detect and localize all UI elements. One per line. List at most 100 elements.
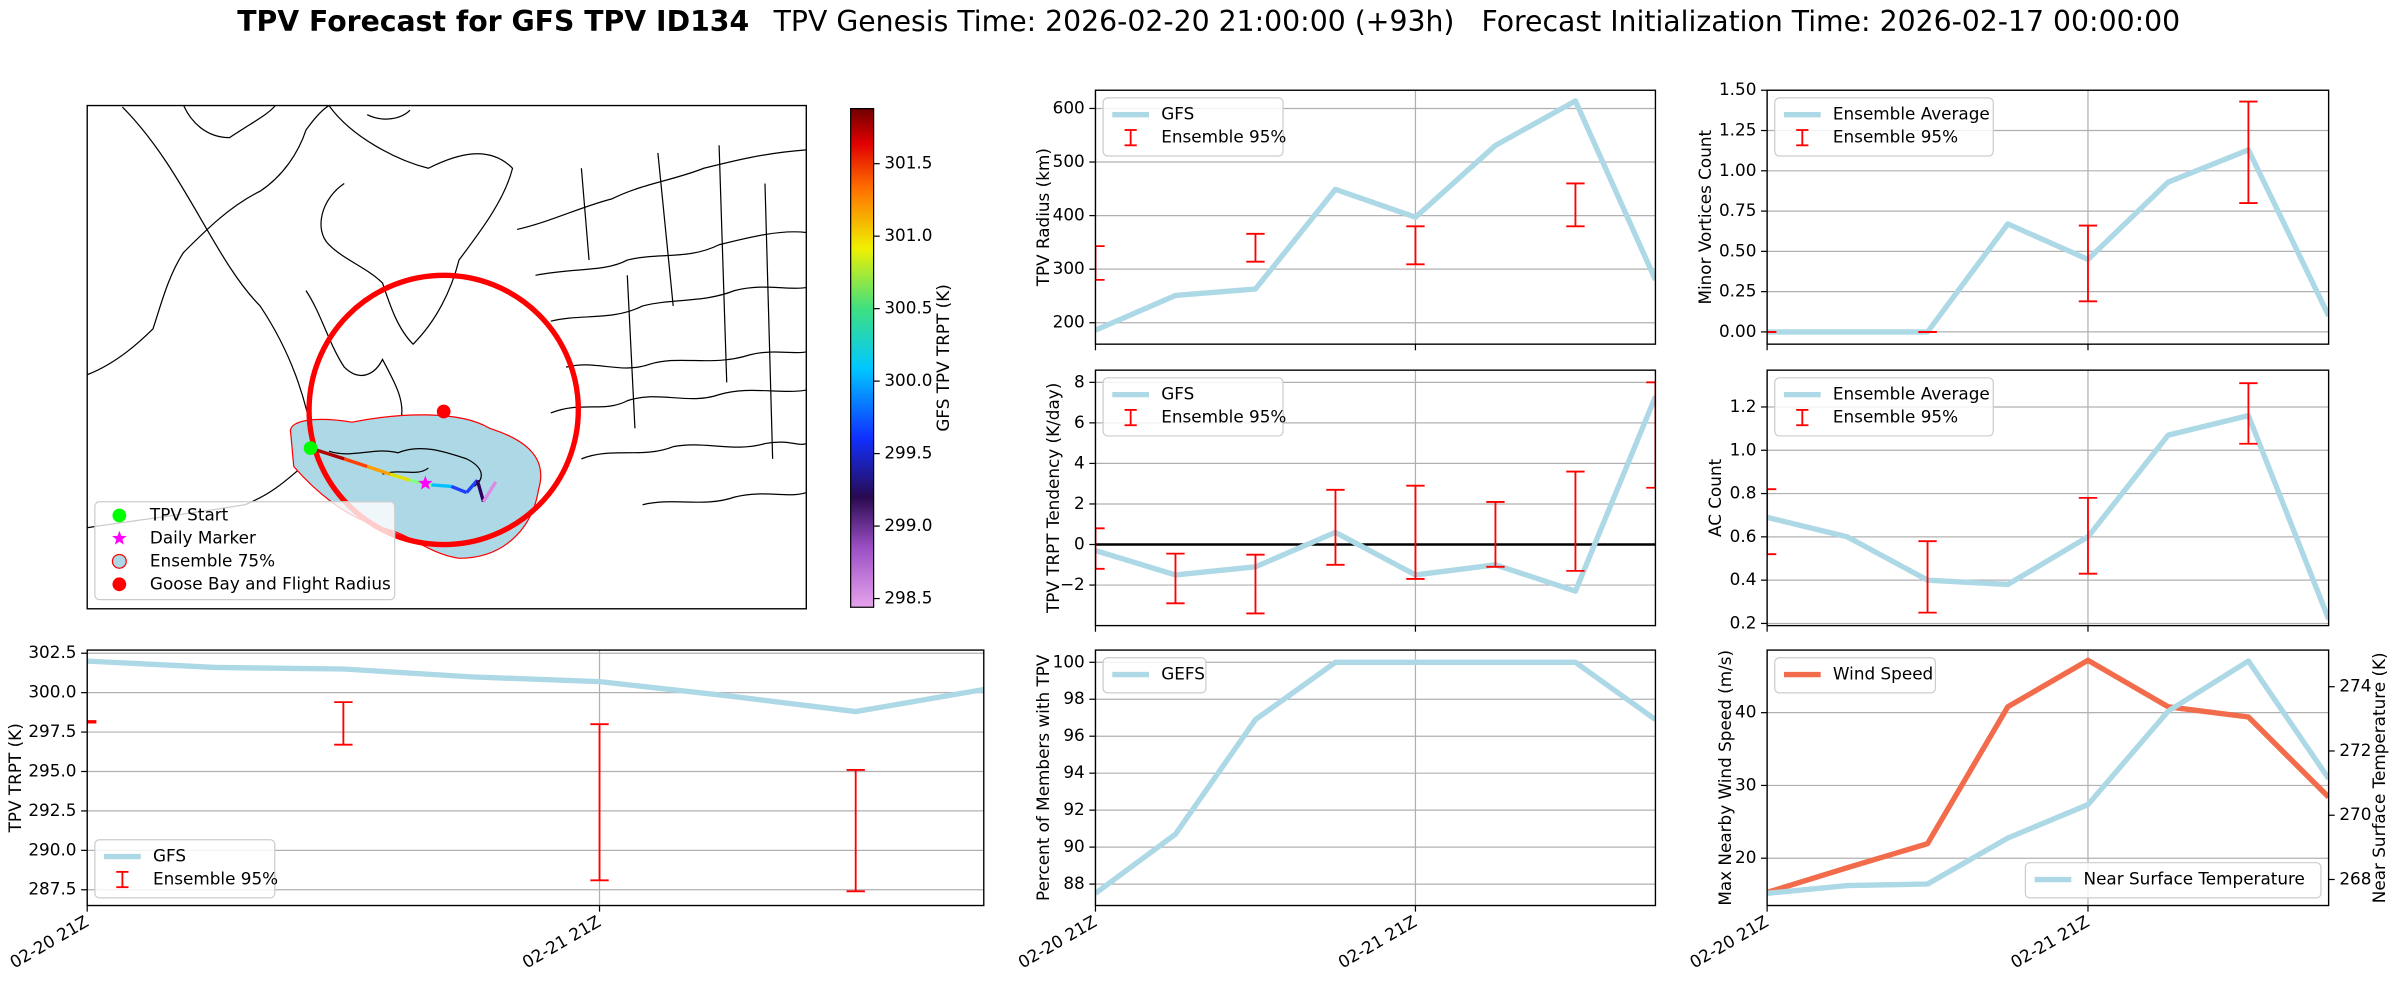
axes-frame — [1094, 89, 1657, 345]
y2-tick-label: 272 — [2339, 740, 2371, 760]
y-tick-label: 302.5 — [28, 642, 76, 662]
legend-marker — [112, 508, 127, 523]
colorbar-tick-label: 300.0 — [884, 370, 932, 390]
legend-marker — [111, 553, 127, 569]
y-tick-label: 0.75 — [1719, 200, 1756, 220]
legend-marker — [112, 530, 127, 545]
legend-label: Ensemble Average — [1833, 384, 1990, 404]
legend-label: GFS — [153, 846, 186, 866]
x-tick-label: 02-20 21Z — [6, 911, 91, 972]
y2-tick-label: 274 — [2339, 676, 2371, 696]
axes-frame — [1766, 369, 2330, 627]
legend-label: Ensemble 95% — [153, 869, 278, 889]
y-tick-label: 4 — [1074, 452, 1085, 472]
legend-box — [2024, 862, 2322, 899]
y-tick-label: 287.5 — [28, 879, 76, 899]
y-tick-label: 0 — [1074, 534, 1085, 554]
y-tick-label: 40 — [1735, 702, 1756, 722]
tpv-start — [303, 441, 318, 456]
panel: 0.00 0.25 0.50 0.75 1.00 1.25 1.50 Minor Vortic… — [1695, 79, 2330, 351]
legend-box — [1774, 657, 1937, 694]
colorbar-tick-label: 299.0 — [884, 515, 932, 535]
legend-label: Daily Marker — [150, 527, 256, 547]
coastline — [183, 105, 411, 139]
legend-marker — [112, 577, 127, 592]
y-tick-label: −2 — [1060, 574, 1085, 594]
y-tick-label: 0.4 — [1730, 569, 1757, 589]
track-segment — [482, 480, 498, 503]
axes-frame — [86, 649, 985, 907]
colorbar-label: GFS TPV TRPT (K) — [933, 284, 953, 432]
legend-label: Near Surface Temperature — [2084, 869, 2305, 889]
series-line — [1767, 657, 2329, 895]
daily-marker — [418, 475, 433, 490]
track-segment — [343, 457, 368, 469]
legend-label: Wind Speed — [1833, 664, 1933, 684]
y-tick-label: 200 — [1053, 312, 1085, 332]
panel: −2 0 2 4 6 8 TPV TRPT Tendency (K/day) GFS Ensem… — [1043, 369, 1657, 632]
title: TPV Forecast for GFS TPV ID134 — [237, 5, 749, 38]
colorbar-tick-label: 298.5 — [884, 588, 932, 608]
panel: 200 300 400 500 600 TPV Radius (km) GFS Ensembl… — [1033, 89, 1657, 351]
plot-area — [1095, 381, 1656, 615]
series-line — [87, 658, 984, 715]
track-segment — [465, 479, 479, 494]
legend-label: Ensemble 95% — [1833, 127, 1958, 147]
subtitle: TPV Genesis Time: 2026-02-20 21:00:00 (+… — [773, 5, 2181, 38]
legend-box — [1774, 97, 1994, 157]
y2-tick-label: 270 — [2339, 804, 2371, 824]
panel: 20 30 40 02-20 21Z 02-21 21Z Max Nearby Wind … — [1686, 649, 2389, 972]
y-axis-label: Minor Vortices Count — [1695, 129, 1715, 304]
y-tick-label: 290.0 — [28, 839, 76, 859]
plot-area — [1767, 657, 2329, 896]
legend-label: Ensemble Average — [1833, 104, 1990, 124]
y-tick-label: 30 — [1735, 774, 1756, 794]
coastline — [121, 106, 315, 444]
y-tick-label: 300.0 — [28, 682, 76, 702]
y-tick-label: 1.2 — [1730, 396, 1757, 416]
track-segment — [475, 479, 486, 503]
y-tick-label: 500 — [1053, 151, 1085, 171]
y-tick-label: 6 — [1074, 412, 1085, 432]
axes-frame — [1094, 649, 1657, 907]
track-segment — [389, 472, 411, 482]
legend-box — [1774, 377, 1994, 437]
series-line — [1767, 147, 2329, 335]
legend-label: Ensemble 95% — [1161, 407, 1286, 427]
legend-label: GFS — [1161, 104, 1194, 124]
colorbar-tick-label: 301.5 — [884, 153, 932, 173]
y-tick-label: 0.50 — [1719, 240, 1756, 260]
y-tick-label: 1.0 — [1730, 439, 1757, 459]
series-line — [1095, 659, 1656, 896]
track-segment — [450, 484, 468, 495]
y-axis-label: TPV TRPT Tendency (K/day) — [1043, 383, 1063, 614]
y-axis-label: TPV Radius (km) — [1033, 148, 1053, 287]
track-segment — [366, 464, 391, 476]
y-tick-label: 92 — [1063, 799, 1084, 819]
y-axis-label: TPV TRPT (K) — [5, 723, 25, 833]
y-tick-label: 0.6 — [1730, 526, 1757, 546]
x-tick-label: 02-20 21Z — [1686, 911, 1771, 972]
plot-area — [87, 658, 984, 893]
y-tick-label: 0.2 — [1730, 612, 1757, 632]
y-tick-label: 94 — [1063, 762, 1084, 782]
y-tick-label: 98 — [1063, 688, 1084, 708]
x-tick-label: 02-21 21Z — [2007, 911, 2092, 972]
y-tick-label: 0.8 — [1730, 483, 1757, 503]
y-tick-label: 2 — [1074, 493, 1085, 513]
series-line — [1767, 658, 2329, 896]
y-tick-label: 1.00 — [1719, 160, 1756, 180]
map-frame — [86, 104, 807, 610]
legend-label: Ensemble 75% — [150, 550, 275, 570]
y-tick-label: 20 — [1735, 847, 1756, 867]
legend-label: TPV Start — [149, 504, 229, 524]
y-tick-label: 88 — [1063, 873, 1084, 893]
x-tick-label: 02-20 21Z — [1015, 911, 1100, 972]
legend-label: Ensemble 95% — [1833, 407, 1958, 427]
legend-label: Ensemble 95% — [1161, 127, 1286, 147]
map-overlay: TPV Start Daily Marker Ensemble 75% Goose B… — [94, 153, 953, 608]
y-tick-label: 1.25 — [1719, 120, 1756, 140]
y-tick-label: 400 — [1053, 205, 1085, 225]
panel: 0.2 0.4 0.6 0.8 1.0 1.2 AC Count Ensemble Avera… — [1705, 369, 2330, 632]
